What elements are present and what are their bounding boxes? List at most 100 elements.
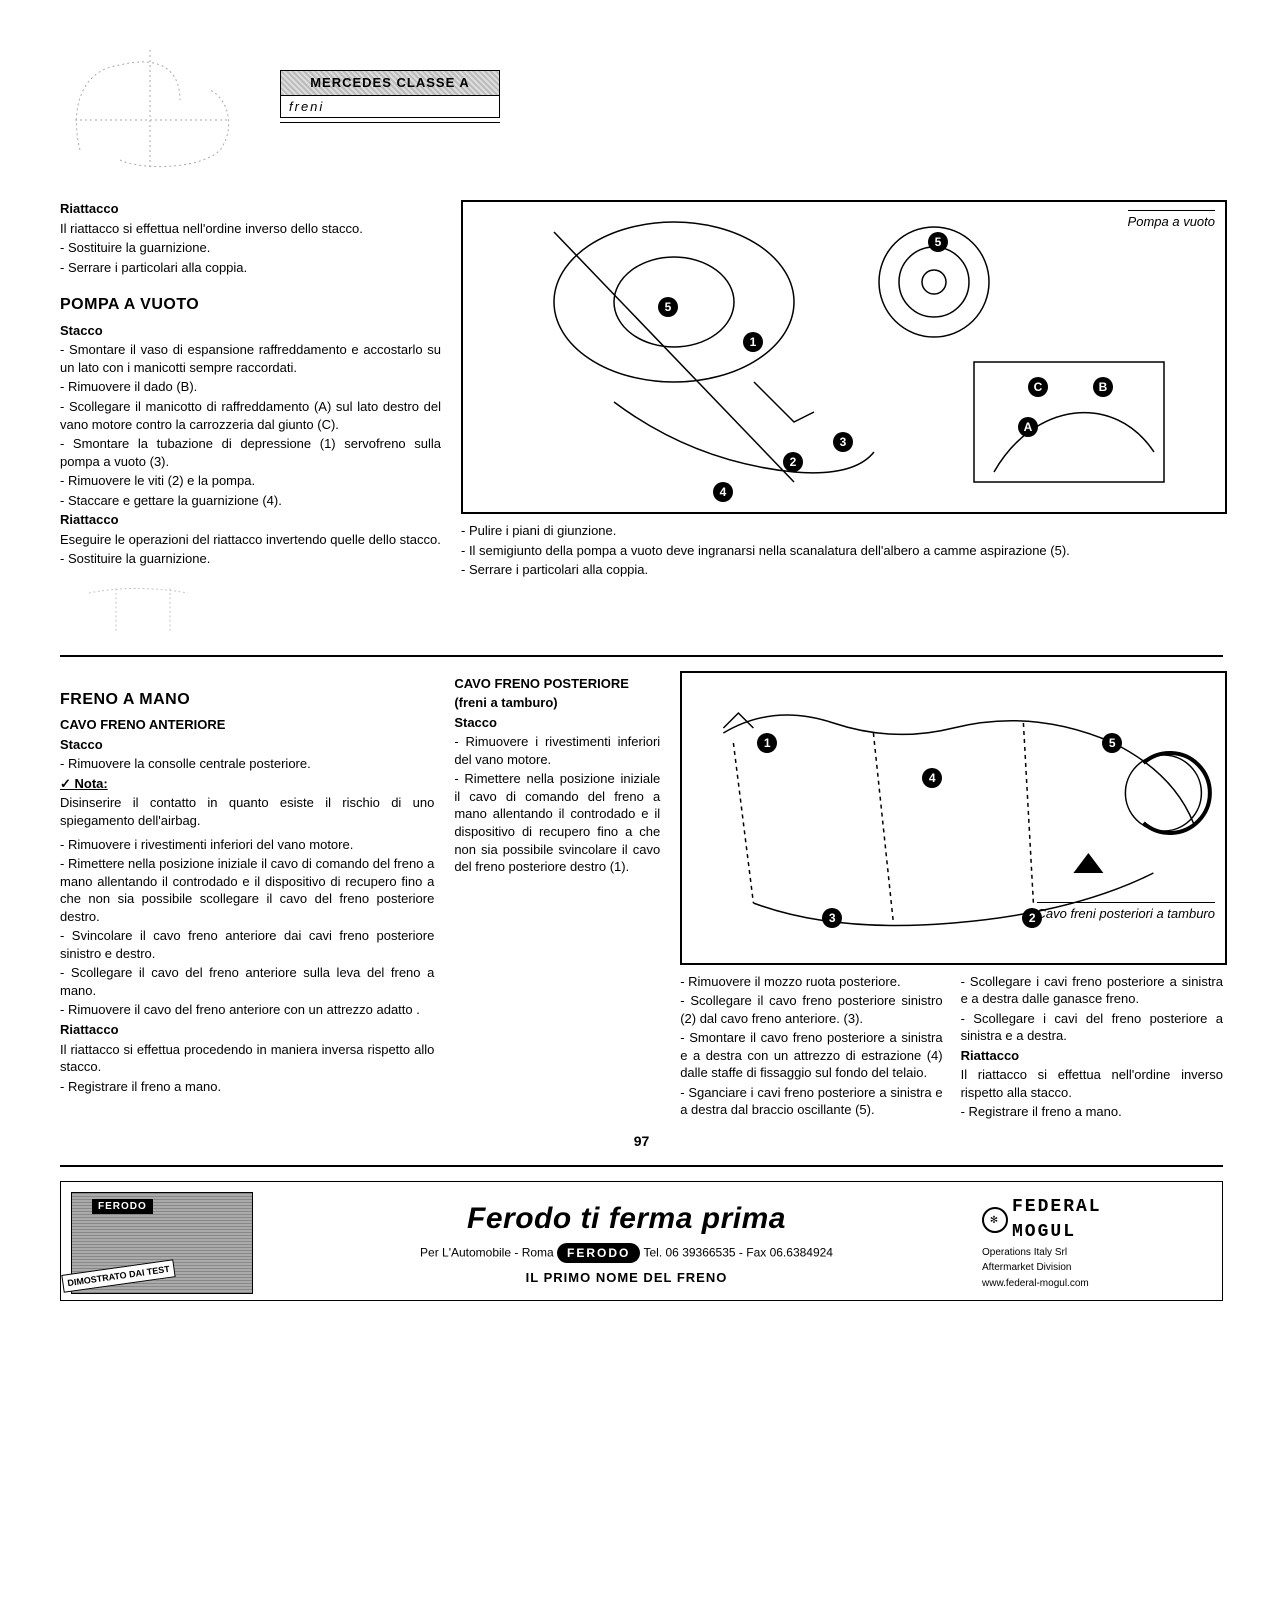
- ad-contact: Per L'Automobile - Roma FERODO Tel. 06 3…: [281, 1243, 972, 1263]
- ant-title: CAVO FRENO ANTERIORE: [60, 716, 434, 734]
- riattacco-title: Riattacco: [60, 1021, 434, 1039]
- text: - Pulire i piani di giunzione.: [461, 522, 1223, 540]
- text: - Scollegare i cavi freno posteriore a s…: [961, 973, 1223, 1008]
- stacco-title: Stacco: [60, 322, 441, 340]
- title-box: MERCEDES CLASSE A freni: [280, 70, 500, 123]
- text: - Sostituire la guarnizione.: [60, 550, 441, 568]
- callout-5-left: 5: [658, 297, 678, 317]
- text: - Rimuovere il cavo del freno anteriore …: [60, 1001, 434, 1019]
- text: - Rimuovere il dado (B).: [60, 378, 441, 396]
- riattacco-title: Riattacco: [60, 511, 441, 529]
- vehicle-chip: MERCEDES CLASSE A: [280, 70, 500, 96]
- text: - Scollegare il cavo del freno anteriore…: [60, 964, 434, 999]
- note-label: ✓ Nota:: [60, 776, 108, 791]
- federal-mogul-logo: ✻ FEDERAL MOGUL: [982, 1195, 1212, 1244]
- callout-3: 3: [822, 908, 842, 928]
- col-posteriore-narrow: CAVO FRENO POSTERIORE (freni a tamburo) …: [454, 671, 660, 1122]
- post-title: CAVO FRENO POSTERIORE: [454, 675, 660, 693]
- post-sub: (freni a tamburo): [454, 694, 660, 712]
- callout-2: 2: [1022, 908, 1042, 928]
- ad-center: Ferodo ti ferma prima Per L'Automobile -…: [281, 1199, 972, 1287]
- section-pompa: Riattacco Il riattacco si effettua nell'…: [60, 200, 1223, 581]
- contact-left: Per L'Automobile - Roma: [420, 1246, 557, 1260]
- callout-4: 4: [713, 482, 733, 502]
- callout-2: 2: [783, 452, 803, 472]
- stacco-title: Stacco: [454, 714, 660, 732]
- fm-line2: MOGUL: [1012, 1222, 1076, 1242]
- text: Il riattacco si effettua nell'ordine inv…: [961, 1066, 1223, 1101]
- callout-5-right: 5: [928, 232, 948, 252]
- callout-5: 5: [1102, 733, 1122, 753]
- fm-sub1: Operations Italy Srl: [982, 1246, 1212, 1260]
- page-header: MERCEDES CLASSE A freni: [60, 40, 1223, 180]
- section-freno: FRENO A MANO CAVO FRENO ANTERIORE Stacco…: [60, 671, 1223, 1122]
- text: Il riattacco si effettua procedendo in m…: [60, 1041, 434, 1076]
- ad-headline: Ferodo ti ferma prima: [281, 1199, 972, 1240]
- text: - Rimuovere i rivestimenti inferiori del…: [454, 733, 660, 768]
- mid-sketch: [80, 581, 260, 641]
- callout-A: A: [1018, 417, 1038, 437]
- below-diagram-text: - Pulire i piani di giunzione. - Il semi…: [461, 522, 1223, 579]
- col-anteriore: FRENO A MANO CAVO FRENO ANTERIORE Stacco…: [60, 671, 434, 1122]
- header-sketch: [60, 40, 240, 180]
- text: - Registrare il freno a mano.: [961, 1103, 1223, 1121]
- text: - Smontare il vaso di espansione raffred…: [60, 341, 441, 376]
- footer-ad: FERODO DIMOSTRATO DAI TEST Ferodo ti fer…: [60, 1181, 1223, 1301]
- page-number: 97: [60, 1132, 1223, 1151]
- pompa-diagram: Pompa a vuoto 1 2 3 4 5: [461, 200, 1227, 514]
- section-sub: freni: [280, 96, 500, 119]
- left-column: Riattacco Il riattacco si effettua nell'…: [60, 200, 441, 581]
- fm-line1: FEDERAL: [1012, 1197, 1102, 1217]
- post-text-columns: - Rimuovere il mozzo ruota posteriore. -…: [680, 973, 1223, 1122]
- text: - Scollegare il manicotto di raffreddame…: [60, 398, 441, 433]
- text: - Sganciare i cavi freno posteriore a si…: [680, 1084, 942, 1119]
- separator: [60, 1165, 1223, 1167]
- fm-sub2: Aftermarket Division: [982, 1261, 1212, 1275]
- text: - Rimettere nella posizione iniziale il …: [60, 855, 434, 925]
- text: - Staccare e gettare la guarnizione (4).: [60, 492, 441, 510]
- contact-right: Tel. 06 39366535 - Fax 06.6384924: [644, 1246, 833, 1260]
- ad-image: FERODO DIMOSTRATO DAI TEST: [71, 1192, 253, 1294]
- fm-sub3: www.federal-mogul.com: [982, 1277, 1212, 1291]
- stacco-title: Stacco: [60, 736, 434, 754]
- callout-C: C: [1028, 377, 1048, 397]
- text: - Rimuovere il mozzo ruota posteriore.: [680, 973, 942, 991]
- text: - Smontare la tubazione di depressione (…: [60, 435, 441, 470]
- ad-tagline: IL PRIMO NOME DEL FRENO: [281, 1269, 972, 1287]
- callout-4: 4: [922, 768, 942, 788]
- ferodo-tag: FERODO: [92, 1199, 153, 1215]
- text: - Rimuovere i rivestimenti inferiori del…: [60, 836, 434, 854]
- text: - Svincolare il cavo freno anteriore dai…: [60, 927, 434, 962]
- text: - Serrare i particolari alla coppia.: [461, 561, 1223, 579]
- callout-1: 1: [757, 733, 777, 753]
- note-text: Disinserire il contatto in quanto esiste…: [60, 794, 434, 829]
- text: Eseguire le operazioni del riattacco inv…: [60, 531, 441, 549]
- ad-ribbon: DIMOSTRATO DAI TEST: [61, 1259, 176, 1293]
- text: - Smontare il cavo freno posteriore a si…: [680, 1029, 942, 1082]
- text: - Rimuovere le viti (2) e la pompa.: [60, 472, 441, 490]
- riattacco-title: Riattacco: [60, 200, 441, 218]
- cavo-diagram: Cavo freni posteriori a tamburo 1 2 3 4 …: [680, 671, 1227, 965]
- text: - Serrare i particolari alla coppia.: [60, 259, 441, 277]
- pompa-title: POMPA A VUOTO: [60, 294, 441, 316]
- text: - Rimettere nella posizione iniziale il …: [454, 770, 660, 875]
- fm-icon: ✻: [982, 1207, 1008, 1233]
- pompa-svg: [463, 202, 1225, 512]
- text: - Rimuovere la consolle centrale posteri…: [60, 755, 434, 773]
- right-column: Pompa a vuoto 1 2 3 4 5: [461, 200, 1223, 581]
- text: Il riattacco si effettua nell'ordine inv…: [60, 220, 441, 238]
- ad-right: ✻ FEDERAL MOGUL Operations Italy Srl Aft…: [982, 1195, 1212, 1290]
- col-posteriore-wide: Cavo freni posteriori a tamburo 1 2 3 4 …: [680, 671, 1223, 1122]
- callout-1: 1: [743, 332, 763, 352]
- riattacco-title: Riattacco: [961, 1047, 1223, 1065]
- separator: [60, 655, 1223, 657]
- callout-B: B: [1093, 377, 1113, 397]
- callout-3: 3: [833, 432, 853, 452]
- text: - Scollegare il cavo freno posteriore si…: [680, 992, 942, 1027]
- text: - Il semigiunto della pompa a vuoto deve…: [461, 542, 1223, 560]
- text: - Scollegare i cavi del freno posteriore…: [961, 1010, 1223, 1045]
- freno-title: FRENO A MANO: [60, 689, 434, 711]
- text: - Sostituire la guarnizione.: [60, 239, 441, 257]
- ferodo-pill: FERODO: [557, 1243, 640, 1263]
- diagram-label: Cavo freni posteriori a tamburo: [1037, 902, 1215, 923]
